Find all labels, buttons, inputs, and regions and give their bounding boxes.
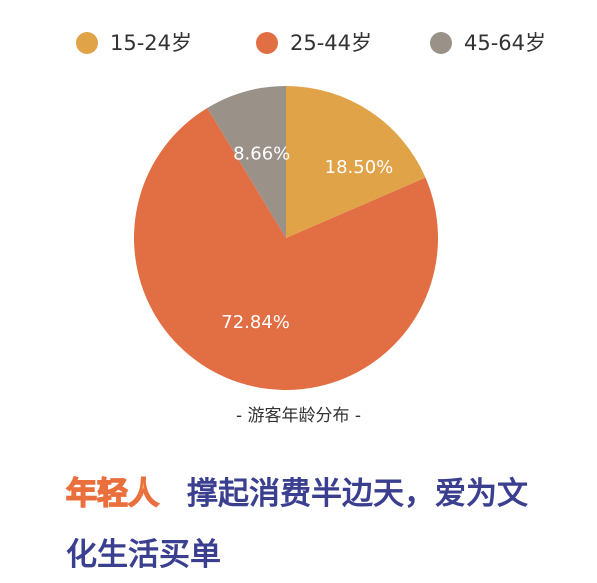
- pie-slice-45-64岁: [207, 86, 286, 238]
- pie-label-25-44岁: 72.84%: [221, 312, 290, 333]
- legend-item-45-64: 45-64岁: [430, 28, 546, 58]
- legend-label-25-44: 25-44岁: [290, 31, 373, 55]
- legend-swatch-45-64: [430, 32, 452, 54]
- pie-label-45-64岁: 8.66%: [233, 143, 290, 164]
- legend-item-15-24: 15-24岁: [76, 28, 192, 58]
- headline-rest-line1: 撑起消费半边天，爱为文: [187, 476, 528, 512]
- legend-item-25-44: 25-44岁: [256, 28, 372, 58]
- pie-label-15-24岁: 18.50%: [325, 157, 394, 178]
- chart-legend: 15-24岁 25-44岁 45-64岁: [0, 28, 597, 58]
- pie-slice-25-44岁: [134, 107, 439, 390]
- legend-label-15-24: 15-24岁: [110, 31, 193, 55]
- chart-caption: - 游客年龄分布 -: [235, 406, 362, 426]
- legend-swatch-25-44: [256, 32, 278, 54]
- legend-swatch-15-24: [76, 32, 98, 54]
- headline: 年轻人 撑起消费半边天，爱为文 化生活买单: [65, 472, 586, 577]
- headline-highlight: 年轻人: [65, 475, 160, 513]
- headline-line-1: 年轻人 撑起消费半边天，爱为文: [65, 472, 586, 516]
- legend-label-45-64: 45-64岁: [464, 31, 547, 55]
- pie-slice-15-24岁: [286, 86, 426, 238]
- headline-line-2: 化生活买单: [66, 537, 221, 573]
